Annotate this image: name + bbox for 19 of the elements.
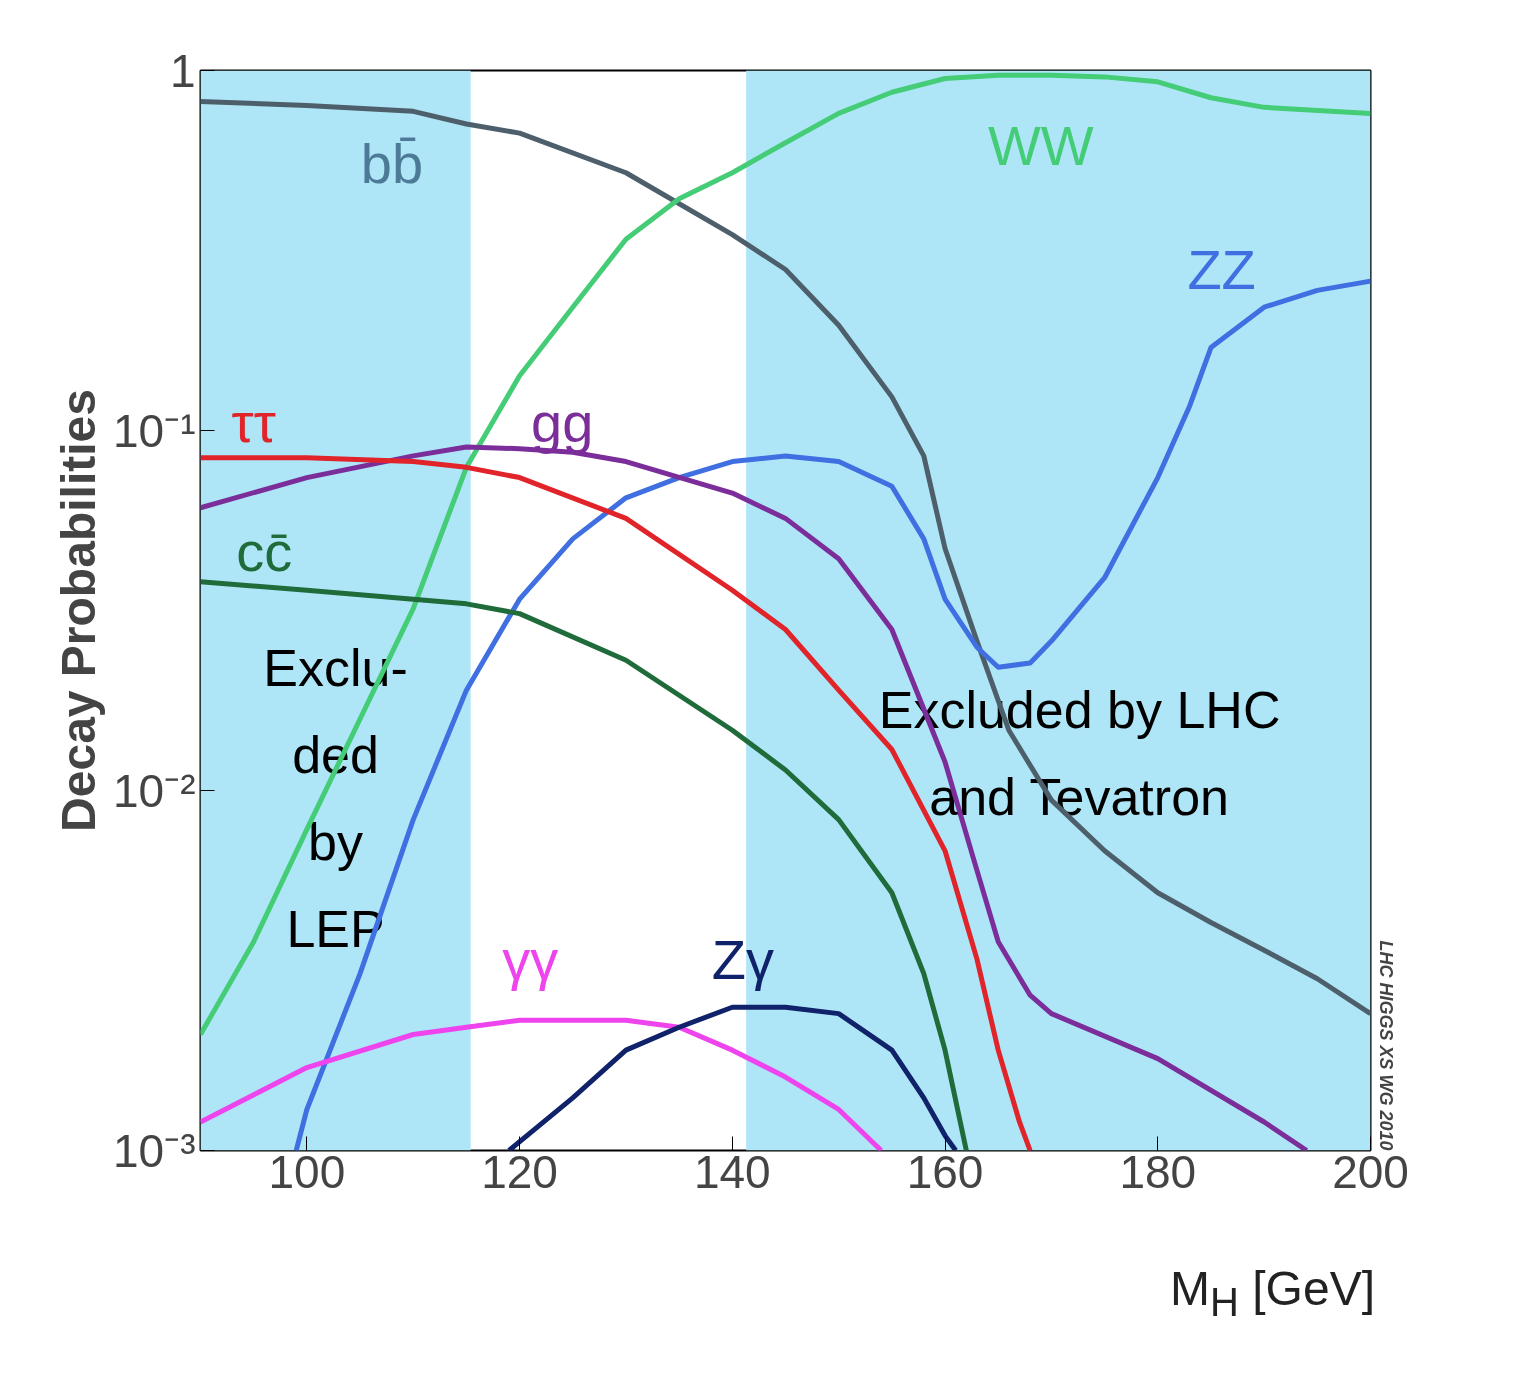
x-tick-label: 140 — [693, 1145, 771, 1198]
y-axis-title: Decay Probabilities — [52, 389, 106, 832]
series-label: cc̄ — [236, 520, 293, 584]
x-tick-label: 180 — [1119, 1145, 1197, 1198]
series-label: γγ — [502, 927, 559, 991]
series-label: bb̄ — [360, 132, 424, 196]
text: LHC HIGGS XS WG 2010 — [1375, 940, 1396, 1151]
series-label: ττ — [231, 391, 276, 455]
series-label: WW — [987, 113, 1094, 177]
y-tick-label: 1 — [169, 44, 196, 97]
y-tick-label: 10⁻² — [113, 764, 196, 817]
x-tick-label: 100 — [268, 1145, 346, 1198]
x-tick-label: 120 — [481, 1145, 558, 1198]
y-tick-label: 10⁻³ — [113, 1124, 196, 1177]
series-label: ZZ — [1187, 238, 1256, 302]
series-label: Zγ — [711, 927, 775, 991]
y-tick-label: 10⁻¹ — [113, 404, 196, 457]
x-tick-label: 160 — [906, 1145, 984, 1198]
x-axis-title: M$_{H}$ [GeV] — [1170, 1261, 1375, 1326]
